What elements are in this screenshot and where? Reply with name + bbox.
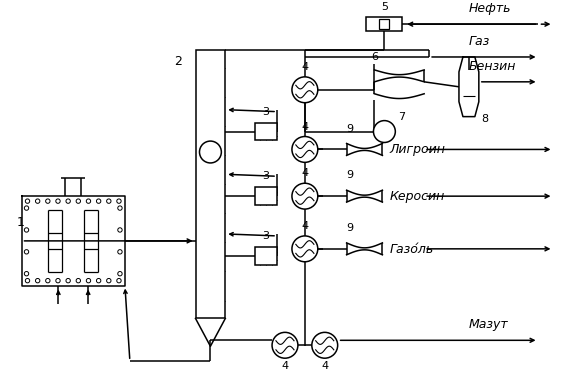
Text: Керосин: Керосин: [390, 190, 445, 203]
Text: Газ: Газ: [469, 35, 490, 48]
Text: 4: 4: [301, 168, 309, 178]
Circle shape: [199, 141, 221, 163]
Circle shape: [292, 136, 318, 162]
Circle shape: [373, 121, 395, 142]
Text: 8: 8: [481, 114, 488, 123]
Circle shape: [292, 77, 318, 103]
Circle shape: [312, 332, 338, 358]
Text: 4: 4: [321, 361, 328, 371]
Text: 7: 7: [398, 112, 405, 122]
Text: 3: 3: [262, 107, 270, 117]
Bar: [367, 17, 403, 31]
Circle shape: [292, 183, 318, 209]
Text: 1: 1: [16, 216, 24, 229]
Text: Мазут: Мазут: [469, 318, 508, 331]
Text: Бензин: Бензин: [469, 60, 516, 73]
Text: 6: 6: [372, 52, 378, 62]
Text: 3: 3: [262, 171, 270, 181]
Bar: [255, 123, 277, 140]
Text: Лигроин: Лигроин: [390, 143, 445, 156]
Text: Нефть: Нефть: [469, 2, 511, 15]
Circle shape: [292, 236, 318, 262]
Text: 4: 4: [301, 62, 309, 72]
Text: Газо́ль: Газо́ль: [390, 243, 434, 256]
Bar: [379, 19, 390, 29]
Text: 4: 4: [301, 122, 309, 132]
Text: 5: 5: [381, 2, 388, 12]
Text: 9: 9: [347, 223, 354, 233]
Text: 4: 4: [301, 221, 309, 231]
Text: 4: 4: [282, 361, 289, 371]
Text: 2: 2: [173, 55, 181, 68]
Bar: [195, 50, 225, 318]
Circle shape: [272, 332, 298, 358]
Text: 9: 9: [347, 123, 354, 134]
Text: 9: 9: [347, 170, 354, 180]
Bar: [255, 247, 277, 265]
Bar: [255, 187, 277, 205]
Text: 3: 3: [262, 231, 270, 241]
